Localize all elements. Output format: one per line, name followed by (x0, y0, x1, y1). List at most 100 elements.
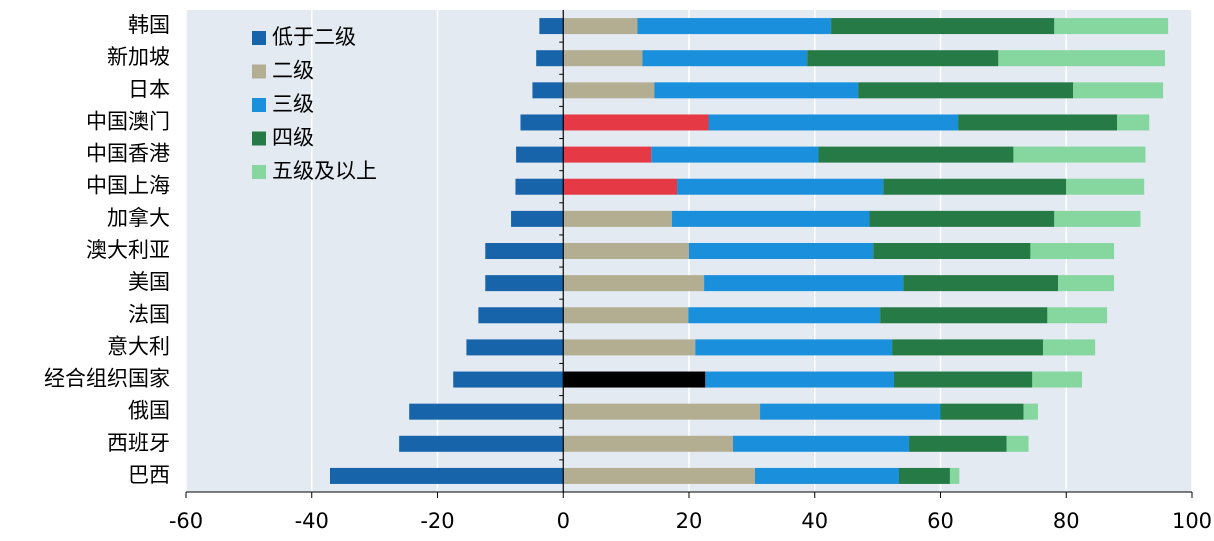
legend-swatch (252, 131, 266, 146)
bar-segment (409, 403, 564, 420)
bar-segment (893, 371, 1033, 388)
bar-segment (520, 114, 564, 131)
bar-segment (733, 435, 910, 452)
y-tick-label: 西班牙 (107, 431, 170, 455)
bar-segment (329, 467, 564, 484)
legend-label: 低于二级 (272, 25, 356, 49)
bar-segment (563, 82, 655, 99)
bar-segment (563, 210, 673, 227)
bar-segment (909, 435, 1007, 452)
legend-label: 二级 (272, 59, 314, 83)
bar-segment (485, 243, 564, 259)
x-tick-label: 20 (676, 509, 703, 533)
y-tick-label: 韩国 (128, 13, 170, 37)
y-tick-label: 新加坡 (107, 45, 170, 69)
bar-segment (1054, 18, 1169, 35)
bar-segment (563, 243, 689, 259)
legend-swatch (252, 31, 266, 45)
bar-segment (892, 339, 1043, 356)
x-tick-label: 100 (1172, 509, 1212, 533)
bar-segment (903, 275, 1059, 292)
bar-segment (1047, 307, 1108, 324)
bar-segment (563, 467, 756, 484)
bar-segment (399, 435, 564, 452)
bar-segment (563, 307, 689, 324)
bar-segment (563, 146, 652, 163)
bar-segment (880, 307, 1048, 324)
bar-segment (651, 146, 819, 163)
y-tick-label: 中国澳门 (86, 109, 170, 133)
bar-segment (1058, 275, 1115, 292)
legend-swatch (252, 64, 266, 79)
bar-segment (1023, 403, 1038, 420)
legend-label: 三级 (272, 92, 314, 116)
y-tick-label: 澳大利亚 (86, 238, 170, 262)
y-tick-label: 加拿大 (107, 206, 170, 230)
bar-segment (563, 18, 638, 35)
y-tick-label: 中国上海 (86, 174, 170, 198)
bar-segment (869, 210, 1055, 227)
legend-label: 四级 (272, 126, 314, 150)
bar-segment (818, 146, 1014, 163)
bar-segment (466, 339, 564, 356)
bar-segment (563, 403, 761, 420)
y-tick-label: 中国香港 (86, 142, 170, 166)
bar-segment (1117, 114, 1150, 131)
bar-segment (563, 178, 678, 195)
x-tick-label: 40 (801, 509, 828, 533)
bar-segment (1006, 435, 1029, 452)
y-tick-label: 经合组织国家 (44, 367, 170, 391)
y-tick-label: 俄国 (128, 399, 170, 423)
x-tick-label: 80 (1053, 509, 1080, 533)
bar-segment (637, 18, 832, 35)
bar-segment (1066, 178, 1145, 195)
bar-segment (831, 18, 1055, 35)
legend-swatch (252, 98, 266, 112)
x-tick-label: -40 (295, 509, 329, 533)
bar-segment (858, 82, 1074, 99)
bar-segment (883, 178, 1067, 195)
bar-segment (708, 114, 959, 131)
bar-segment (705, 371, 894, 388)
legend-swatch (252, 165, 266, 179)
x-tick-label: 60 (927, 509, 954, 533)
bar-segment (654, 82, 859, 99)
bar-segment (563, 371, 706, 388)
x-tick-label: 0 (557, 509, 570, 533)
bar-segment (873, 243, 1031, 259)
x-tick-label: -20 (420, 509, 454, 533)
bar-segment (755, 467, 900, 484)
bar-segment (478, 307, 564, 324)
bar-segment (677, 178, 884, 195)
bar-segment (453, 371, 564, 388)
bar-segment (695, 339, 893, 356)
bar-segment (1030, 243, 1115, 259)
bar-segment (998, 50, 1165, 67)
bar-segment (1013, 146, 1146, 163)
bar-segment (563, 50, 643, 67)
bar-segment (949, 467, 960, 484)
bar-segment (672, 210, 870, 227)
bar-segment (515, 178, 564, 195)
bar-segment (532, 82, 564, 99)
bar-segment (940, 403, 1024, 420)
bar-segment (1032, 371, 1082, 388)
bar-segment (704, 275, 904, 292)
y-tick-label: 日本 (128, 77, 170, 101)
bar-segment (899, 467, 950, 484)
bar-segment (1042, 339, 1096, 356)
bar-segment (689, 243, 874, 259)
y-tick-label: 美国 (128, 270, 170, 294)
bar-segment (688, 307, 881, 324)
bar-segment (958, 114, 1118, 131)
y-tick-label: 巴西 (128, 463, 170, 487)
bar-segment (563, 114, 709, 131)
bar-segment (511, 210, 564, 227)
bar-segment (563, 275, 705, 292)
bar-segment (760, 403, 941, 420)
bar-segment (563, 435, 734, 452)
bar-segment (485, 275, 564, 292)
bar-segment (563, 339, 696, 356)
x-tick-label: -60 (169, 509, 203, 533)
